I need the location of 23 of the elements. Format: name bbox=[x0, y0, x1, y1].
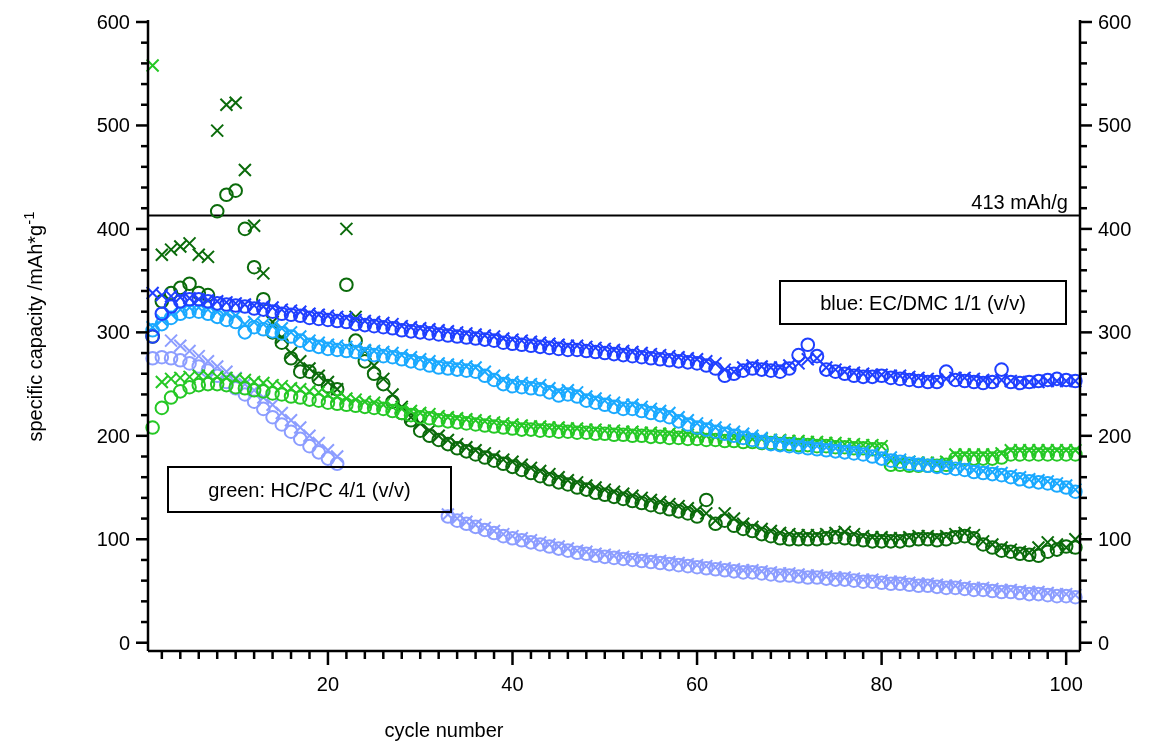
x-tick-label: 80 bbox=[870, 673, 893, 695]
y2-tick-label: 200 bbox=[1098, 424, 1132, 447]
x-tick-label: 60 bbox=[685, 673, 709, 695]
y-tick-label: 0 bbox=[118, 631, 130, 654]
y2-tick-label: 400 bbox=[1098, 217, 1132, 240]
ref-line-label: 413 mAh/g bbox=[971, 191, 1068, 214]
y-tick-label: 400 bbox=[96, 217, 130, 240]
y-tick-label: 500 bbox=[96, 114, 130, 137]
annotation: blue: EC/DMC 1/1 (v/v) bbox=[820, 291, 1026, 314]
y-tick-label: 300 bbox=[96, 321, 130, 344]
y-tick-label: 100 bbox=[96, 528, 130, 551]
y2-tick-label: 0 bbox=[1098, 631, 1110, 654]
y2-tick-label: 300 bbox=[1098, 321, 1132, 344]
y-tick-label: 200 bbox=[96, 424, 130, 447]
x-axis-title: cycle number bbox=[384, 719, 504, 741]
annotation: green: HC/PC 4/1 (v/v) bbox=[208, 478, 411, 501]
y2-tick-label: 500 bbox=[1098, 114, 1132, 137]
y-tick-label: 600 bbox=[96, 11, 130, 33]
y2-tick-label: 100 bbox=[1098, 528, 1132, 551]
y2-tick-label: 600 bbox=[1098, 11, 1132, 33]
x-tick-label: 100 bbox=[1049, 673, 1083, 695]
x-tick-label: 20 bbox=[316, 673, 340, 695]
x-tick-label: 40 bbox=[501, 673, 524, 695]
